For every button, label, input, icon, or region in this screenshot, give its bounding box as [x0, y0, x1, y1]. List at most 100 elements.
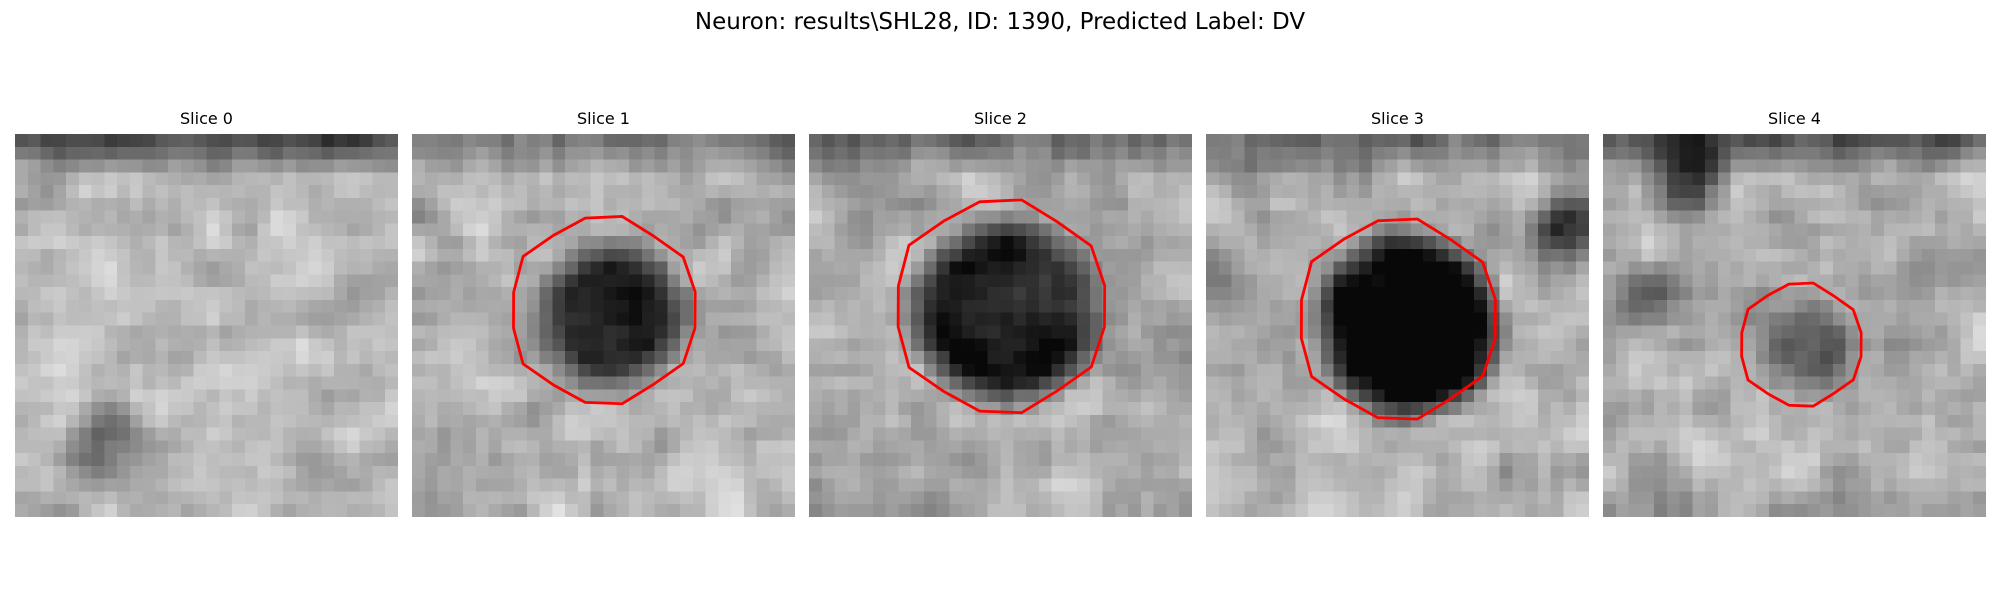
slice-pixel: [1947, 504, 1961, 517]
slice-pixel: [1077, 440, 1091, 454]
slice-pixel: [1909, 274, 1923, 288]
slice-pixel: [1705, 389, 1719, 403]
slice-pixel: [372, 351, 386, 365]
slice-pixel: [590, 172, 604, 186]
slice-pixel: [372, 465, 386, 479]
slice-pixel: [731, 134, 745, 148]
slice-pixel: [514, 363, 528, 377]
slice-pixel: [1038, 197, 1052, 211]
slice-pixel: [193, 274, 207, 288]
slice-pixel: [962, 172, 976, 186]
slice-pixel: [488, 146, 502, 160]
slice-pixel: [847, 236, 861, 250]
slice-pixel: [1153, 453, 1167, 467]
slice-pixel: [1603, 453, 1617, 467]
slice-pixel: [1474, 402, 1488, 416]
slice-pixel: [15, 504, 29, 517]
slice-pixel: [1858, 134, 1872, 148]
slice-pixel: [1308, 146, 1322, 160]
slice-pixel: [1922, 287, 1936, 301]
slice-pixel: [53, 185, 67, 199]
slice-pixel: [117, 414, 131, 428]
slice-pixel: [1000, 210, 1014, 224]
slice-pixel: [424, 236, 438, 250]
slice-pixel: [1166, 261, 1180, 275]
slice-pixel: [1512, 363, 1526, 377]
slice-pixel: [1960, 440, 1974, 454]
slice-pixel: [962, 478, 976, 492]
slice-pixel: [1781, 414, 1795, 428]
slice-pixel: [1550, 299, 1564, 313]
slice-pixel: [911, 134, 925, 148]
slice-pixel: [1282, 338, 1296, 352]
slice-pixel: [782, 159, 795, 173]
slice-pixel: [1909, 363, 1923, 377]
slice-pixel: [475, 504, 489, 517]
slice-pixel: [590, 363, 604, 377]
slice-pixel: [1206, 312, 1220, 326]
slice-pixel: [488, 261, 502, 275]
slice-pixel: [1641, 351, 1655, 365]
slice-pixel: [1410, 248, 1424, 262]
slice-pixel: [1410, 491, 1424, 505]
slice-pixel: [1807, 440, 1821, 454]
slice-pixel: [15, 210, 29, 224]
slice-pixel: [142, 389, 156, 403]
slice-pixel: [1832, 312, 1846, 326]
slice-pixel: [1641, 261, 1655, 275]
slice-pixel: [1257, 185, 1271, 199]
slice-pixel: [629, 248, 643, 262]
slice-pixel: [1858, 159, 1872, 173]
slice-pixel: [1077, 325, 1091, 339]
slice-pixel: [860, 465, 874, 479]
slice-pixel: [346, 351, 360, 365]
slice-pixel: [872, 312, 886, 326]
slice-pixel: [1845, 338, 1859, 352]
slice-pixel: [1153, 491, 1167, 505]
slice-pixel: [1768, 248, 1782, 262]
slice-pixel: [1397, 299, 1411, 313]
slice-pixel: [295, 197, 309, 211]
slice-pixel: [488, 159, 502, 173]
slice-pixel: [974, 414, 988, 428]
slice-pixel: [1166, 478, 1180, 492]
slice-pixel: [1537, 440, 1551, 454]
slice-pixel: [1730, 185, 1744, 199]
slice-pixel: [142, 312, 156, 326]
slice-pixel: [1371, 248, 1385, 262]
slice-pixel: [756, 287, 770, 301]
slice-pixel: [1883, 325, 1897, 339]
slice-pixel: [244, 427, 258, 441]
slice-pixel: [1525, 465, 1539, 479]
slice-pixel: [552, 261, 566, 275]
slice-pixel: [1781, 185, 1795, 199]
slice-pixel: [1705, 248, 1719, 262]
slice-pixel: [590, 427, 604, 441]
slice-pixel: [987, 185, 1001, 199]
slice-pixel: [1231, 134, 1245, 148]
slice-pixel: [501, 299, 515, 313]
slice-pixel: [1768, 338, 1782, 352]
slice-pixel: [603, 223, 617, 237]
slice-pixel: [1883, 274, 1897, 288]
slice-pixel: [1603, 159, 1617, 173]
slice-pixel: [168, 491, 182, 505]
slice-pixel: [731, 351, 745, 365]
slice-pixel: [15, 402, 29, 416]
slice-pixel: [1320, 236, 1334, 250]
slice-pixel: [539, 223, 553, 237]
slice-pixel: [1115, 478, 1129, 492]
slice-pixel: [142, 504, 156, 517]
slice-pixel: [705, 248, 719, 262]
slice-pixel: [590, 185, 604, 199]
slice-pixel: [949, 236, 963, 250]
slice-pixel: [1858, 478, 1872, 492]
slice-pixel: [359, 465, 373, 479]
slice-pixel: [385, 478, 398, 492]
slice-pixel: [1871, 453, 1885, 467]
slice-pixel: [1794, 453, 1808, 467]
slice-pixel: [1717, 146, 1731, 160]
slice-pixel: [412, 465, 426, 479]
slice-pixel: [1461, 465, 1475, 479]
slice-pixel: [1896, 274, 1910, 288]
